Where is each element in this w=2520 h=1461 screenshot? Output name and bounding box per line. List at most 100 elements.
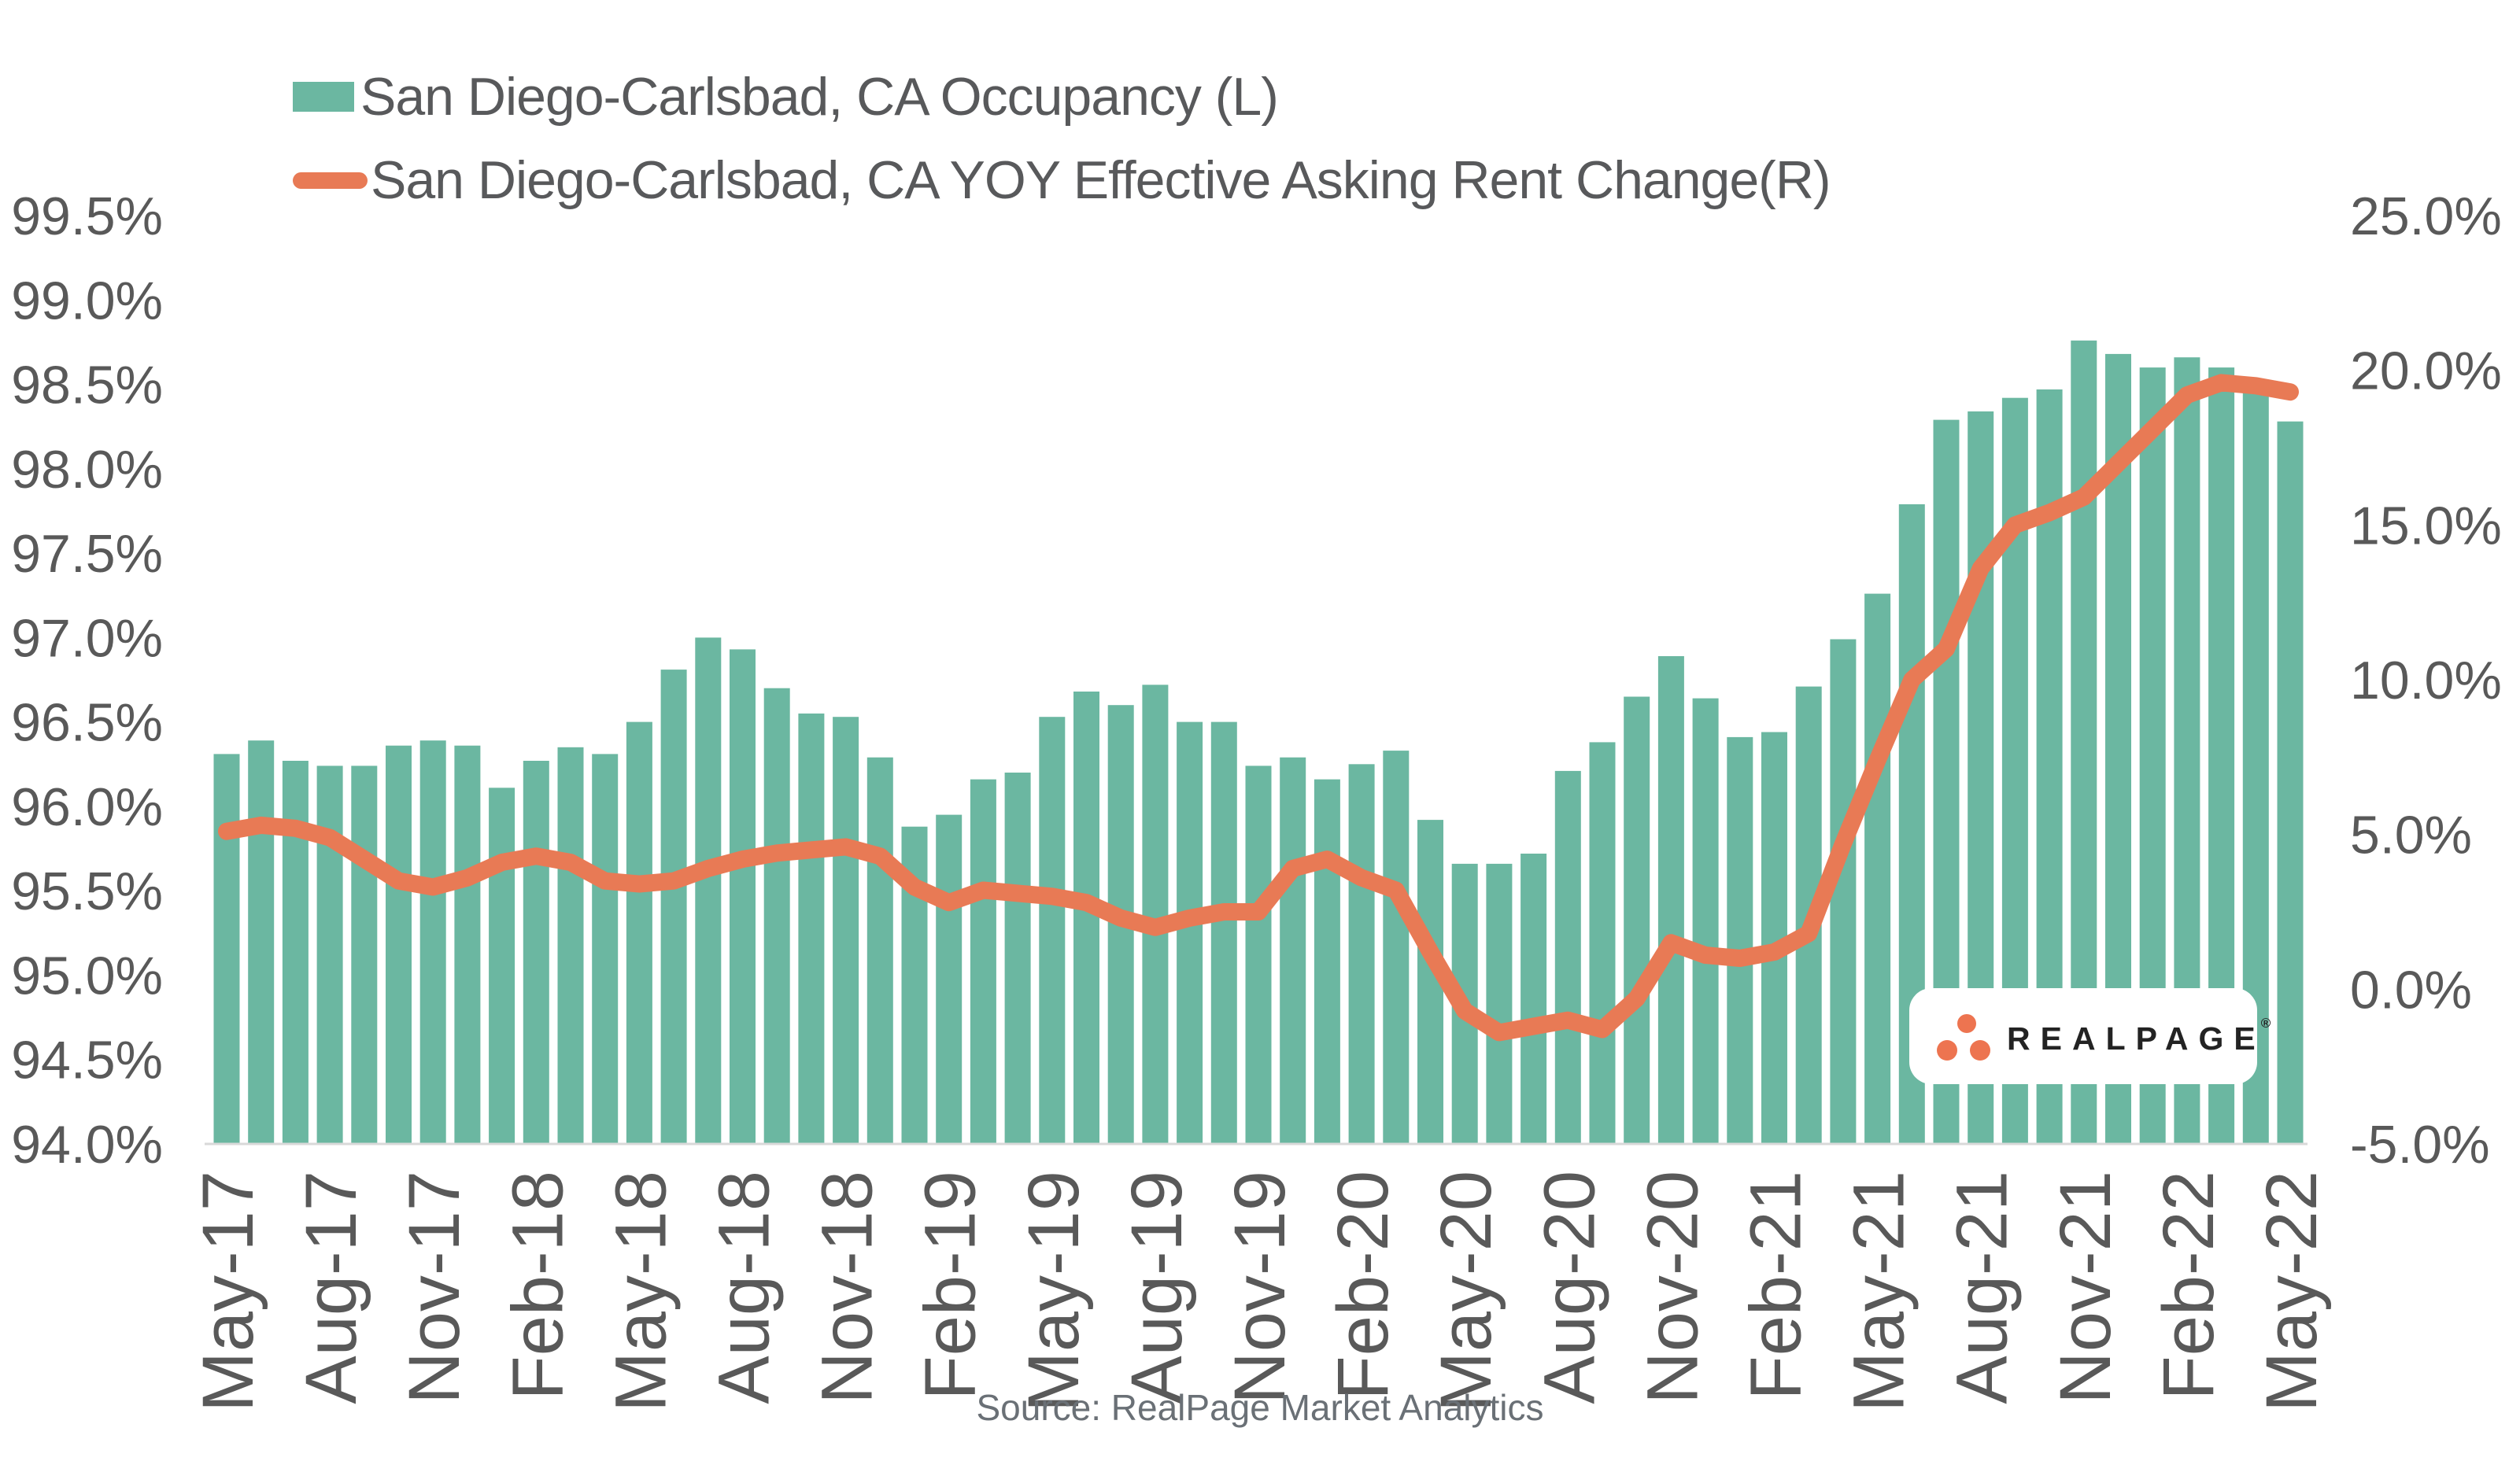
occupancy-swatch-icon [293,82,354,112]
x-axis-tick-label: May-20 [1426,1171,1506,1412]
occupancy-bar [1245,766,1272,1144]
legend-item-occupancy: San Diego-Carlsbad, CA Occupancy (L) [293,66,1831,127]
occupancy-bar [1830,639,1857,1144]
x-axis-tick-label: Feb-18 [497,1171,578,1400]
occupancy-bar [1657,656,1684,1144]
x-axis-tick-label: Aug-19 [1117,1171,1197,1404]
x-axis-tick-label: Feb-22 [2149,1171,2229,1400]
occupancy-bar [2277,421,2304,1144]
occupancy-bar [386,745,412,1144]
realpage-logo: REALPAGE® [1909,988,2271,1084]
x-axis-tick-label: Nov-18 [807,1171,888,1404]
x-axis-tick-label: Feb-19 [911,1171,991,1400]
rent-change-swatch-icon [293,172,368,189]
x-axis-tick-label: May-17 [188,1171,268,1412]
occupancy-bar [1864,593,1891,1144]
x-axis-tick-label: Aug-18 [704,1171,785,1404]
occupancy-bar [213,754,240,1144]
left-axis-tick-label: 98.5% [11,356,163,415]
occupancy-bar [1039,717,1066,1144]
occupancy-bar [316,766,343,1144]
x-axis-tick-label: Nov-21 [2045,1171,2126,1404]
occupancy-bar [730,649,756,1144]
left-axis-tick-label: 99.5% [11,186,163,246]
left-axis-tick-label: 94.0% [11,1115,163,1175]
right-axis-tick-label: 20.0% [2350,341,2502,401]
right-axis-tick-label: 15.0% [2350,496,2502,555]
occupancy-bar [1280,757,1306,1144]
occupancy-bar [1589,742,1616,1144]
x-axis-tick-label: Feb-20 [1323,1171,1403,1400]
occupancy-bar [1073,692,1099,1144]
occupancy-bar [833,717,859,1144]
left-axis-tick-label: 98.0% [11,440,163,500]
right-axis-tick-label: 10.0% [2350,651,2502,710]
occupancy-bar [1177,721,1203,1144]
legend: San Diego-Carlsbad, CA Occupancy (L) San… [293,66,1831,233]
occupancy-bar [1624,696,1650,1144]
rent-change-line [218,374,2299,1042]
occupancy-bar [248,740,275,1144]
occupancy-bar [1314,779,1340,1144]
occupancy-bar [970,779,996,1144]
x-axis-tick-label: May-19 [1014,1171,1094,1412]
right-axis-labels: 25.0% 20.0% 15.0% 10.0% 5.0% 0.0% -5.0% [2350,186,2502,1175]
occupancy-bar [1004,773,1031,1144]
occupancy-bar [798,713,825,1144]
occupancy-bar [1486,863,1513,1144]
right-axis-tick-label: 25.0% [2350,186,2502,246]
occupancy-bar [1383,751,1410,1144]
occupancy-bar [419,740,446,1144]
occupancy-bar [626,721,652,1144]
occupancy-bar [592,754,619,1144]
x-axis-tick-label: Feb-21 [1736,1171,1816,1400]
left-axis-labels: 99.5% 99.0% 98.5% 98.0% 97.5% 97.0% 96.5% 96.0%… [11,186,163,1175]
x-axis-tick-label: Aug-21 [1942,1171,2023,1404]
left-axis-tick-label: 97.0% [11,608,163,668]
x-axis-tick-label: May-21 [1839,1171,1920,1412]
right-axis-tick-label: 0.0% [2350,960,2472,1020]
occupancy-bar [282,761,309,1144]
x-axis-tick-label: May-18 [600,1171,681,1412]
left-axis-tick-label: 99.0% [11,271,163,330]
realpage-dots-icon [1937,1014,1990,1061]
x-axis-tick-label: May-22 [2252,1171,2332,1412]
occupancy-bar [660,670,687,1144]
legend-label-occupancy: San Diego-Carlsbad, CA Occupancy (L) [360,67,1279,127]
left-axis-tick-label: 96.5% [11,693,163,753]
legend-item-rent-change: San Diego-Carlsbad, CA YOY Effective Ask… [293,149,1831,211]
x-axis-labels: May-17 Aug-17 Nov-17 Feb-18 May-18 Aug-18 Nov-… [188,1171,2332,1412]
occupancy-bar [523,761,549,1144]
occupancy-bar [936,814,963,1144]
left-axis-tick-label: 95.0% [11,946,163,1006]
occupancy-bar [557,747,584,1144]
occupancy-bar [1692,698,1719,1144]
occupancy-bar [866,757,893,1144]
left-axis-tick-label: 95.5% [11,861,163,921]
left-axis-tick-label: 94.5% [11,1031,163,1090]
occupancy-bar [454,745,481,1144]
right-axis-tick-label: 5.0% [2350,806,2472,865]
occupancy-bar [1210,721,1237,1144]
x-axis-tick-label: Nov-19 [1220,1171,1300,1404]
occupancy-bar [1554,770,1581,1144]
legend-label-rent-change: San Diego-Carlsbad, CA YOY Effective Ask… [371,150,1831,210]
x-axis-tick-label: Aug-20 [1529,1171,1609,1404]
right-axis-tick-label: -5.0% [2350,1115,2490,1175]
left-axis-tick-label: 96.0% [11,777,163,837]
occupancy-bar [763,688,790,1144]
occupancy-bar [1727,736,1753,1144]
source-note: Source: RealPage Market Analytics [976,1387,1544,1428]
registered-mark: ® [2260,1015,2271,1031]
x-axis-tick-label: Nov-20 [1632,1171,1713,1404]
realpage-logo-text: REALPAGE® [2007,1015,2271,1057]
occupancy-bar [489,788,515,1144]
left-axis-tick-label: 97.5% [11,524,163,584]
occupancy-bar [1520,854,1547,1144]
occupancy-bar [1348,764,1375,1144]
occupancy-bar [1142,684,1169,1144]
x-axis-tick-label: Nov-17 [394,1171,475,1404]
occupancy-bar [351,766,378,1144]
occupancy-bar [695,637,722,1144]
